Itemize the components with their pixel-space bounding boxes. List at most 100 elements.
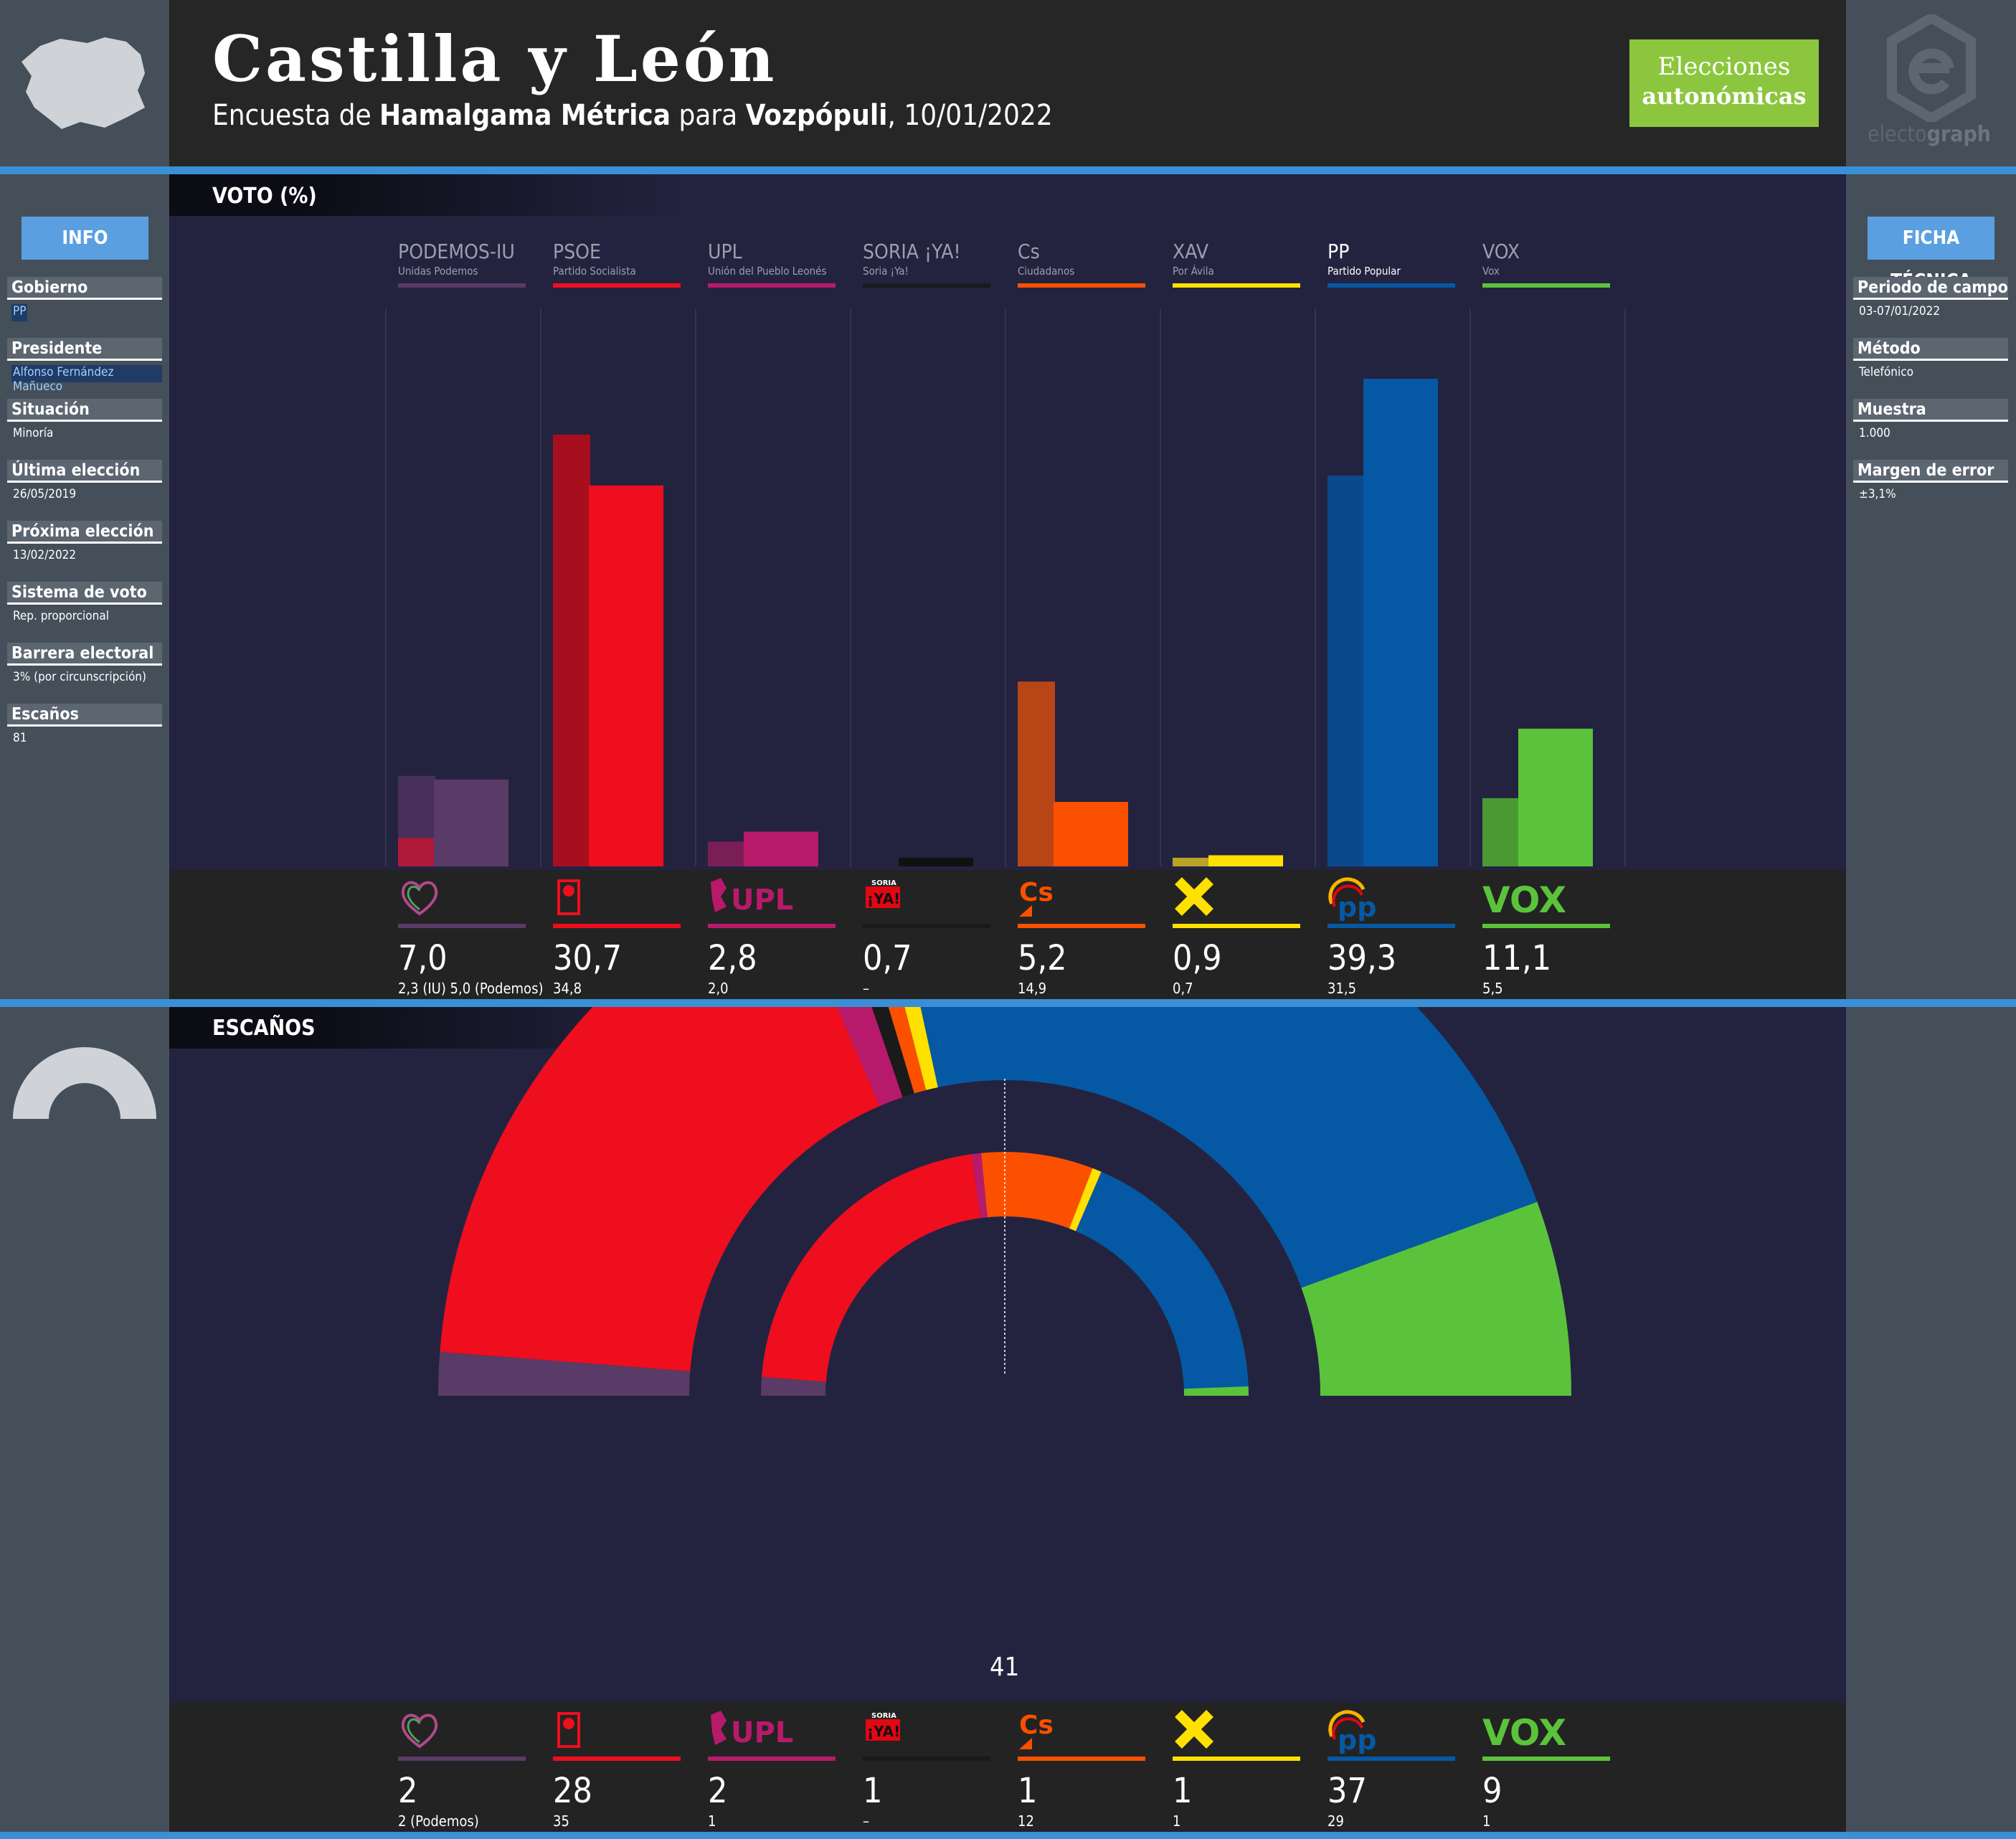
party-seats_prev-value: 35: [553, 1812, 569, 1830]
divider: [0, 999, 2016, 1007]
party-vote-cell: SORIA ¡YA! 0,7 –: [863, 875, 990, 997]
vote-values-strip: [169, 870, 1846, 999]
party-vote-value: 30,7: [553, 938, 623, 978]
info-item-label: Situación: [7, 399, 162, 422]
info-item: Gobierno PP: [7, 277, 162, 338]
info-item-label: Muestra: [1853, 399, 2008, 422]
svg-text:VOX: VOX: [1482, 879, 1566, 921]
party-vote-cell: VOX 11,1 5,5: [1482, 875, 1610, 997]
svg-text:pp: pp: [1338, 1724, 1376, 1754]
party-seats-value: 1: [863, 1771, 883, 1811]
party-vote_prev-value: 2,3 (IU) 5,0 (Podemos): [398, 980, 544, 997]
party-header-upl: UPL Unión del Pueblo Leonés: [708, 240, 836, 288]
page-subtitle: Encuesta de Hamalgama Métrica para Vozpó…: [212, 99, 1053, 132]
seats-hemicycle-chart: [438, 1007, 1571, 1396]
svg-text:SORIA: SORIA: [871, 879, 896, 887]
seat-arc-poll-soria: [871, 1007, 914, 1097]
party-color-line: [1328, 283, 1455, 288]
vote-bar-chart: [385, 308, 1626, 866]
party-vote_prev-value: 14,9: [1018, 980, 1047, 997]
party-color-line: [398, 283, 526, 288]
party-vote-value: 7,0: [398, 938, 448, 978]
party-color-line: [708, 1757, 836, 1761]
party-color-line: [553, 924, 681, 928]
divider: [0, 166, 2016, 174]
media-outlet: Vozpópuli: [745, 99, 888, 132]
party-name: PSOE: [553, 240, 601, 263]
ficha-tecnica-button[interactable]: FICHA TÉCNICA: [1868, 217, 1994, 292]
soria-ya-icon: SORIA ¡YA!: [866, 1712, 900, 1741]
bar-previous-vox: [1482, 798, 1520, 866]
party-seats-cell: 28 35: [553, 1708, 681, 1830]
pp-logo-icon: pp: [1328, 1710, 1376, 1756]
party-header-xav: XAV Por Ávila: [1173, 240, 1300, 288]
info-item-value: 81: [13, 731, 27, 745]
seat-arc-poll-pp: [920, 1007, 1538, 1288]
seats-section-title: ESCAÑOS: [212, 1016, 316, 1041]
seat-arc-previous-psoe: [762, 1154, 981, 1382]
party-fullname: Partido Popular: [1328, 265, 1401, 278]
total-seats-value: 81: [68, 1090, 101, 1120]
info-item: Escaños 81: [7, 704, 162, 765]
party-color-line: [1328, 924, 1455, 928]
seat-arc-poll-psoe: [440, 1007, 880, 1371]
party-color-line: [863, 283, 990, 288]
party-fullname: Por Ávila: [1173, 265, 1214, 278]
seat-arc-poll-upl: [837, 1007, 903, 1106]
bar-previous-pp: [1328, 476, 1365, 866]
party-header-psoe: PSOE Partido Socialista: [553, 240, 681, 288]
party-color-line: [708, 924, 836, 928]
party-color-line: [1482, 1757, 1610, 1761]
info-item: Sistema de voto Rep. proporcional: [7, 582, 162, 643]
party-seats_prev-value: 29: [1328, 1812, 1344, 1830]
info-item: Margen de error ±3,1%: [1853, 460, 2008, 521]
party-vote-cell: 7,0 2,3 (IU) 5,0 (Podemos): [398, 875, 544, 997]
svg-text:pp: pp: [1338, 892, 1376, 921]
svg-text:Cs: Cs: [1019, 1711, 1054, 1740]
party-header-soria: SORIA ¡YA! Soria ¡Ya!: [863, 240, 990, 288]
party-fullname: Unión del Pueblo Leonés: [708, 265, 827, 278]
party-fullname: Unidas Podemos: [398, 265, 478, 278]
party-color-line: [553, 283, 681, 288]
seat-arc-poll-cs: [888, 1007, 927, 1094]
party-fullname: Vox: [1482, 265, 1500, 278]
info-item-value: PP: [11, 304, 28, 321]
party-seats_prev-value: 1: [1482, 1812, 1491, 1830]
info-item-value: 13/02/2022: [13, 548, 77, 562]
info-item-value: ±3,1%: [1859, 487, 1896, 501]
info-list: Gobierno PP Presidente Alfonso Fernández Ma…: [7, 277, 162, 765]
party-seats-cell: VOX 9 1: [1482, 1708, 1610, 1830]
party-name: UPL: [708, 240, 742, 263]
party-vote-cell: Cs 5,2 14,9: [1018, 875, 1145, 997]
party-vote_prev-value: 34,8: [553, 980, 582, 997]
party-name: PP: [1328, 240, 1350, 263]
party-header-cs: Cs Ciudadanos: [1018, 240, 1145, 288]
party-vote-cell: 0,9 0,7: [1173, 875, 1300, 997]
seat-arc-previous-podemos-iu: [761, 1376, 826, 1396]
party-header-pp: PP Partido Popular: [1328, 240, 1455, 288]
info-item-label: Periodo de campo: [1853, 277, 2008, 300]
xav-cross-icon: [1175, 877, 1213, 916]
bar-previous-xav: [1173, 857, 1210, 866]
info-item: Método Telefónico: [1853, 338, 2008, 399]
svg-text:Cs: Cs: [1019, 878, 1054, 907]
seat-arc-previous-upl: [971, 1153, 988, 1219]
party-vote-cell: 30,7 34,8: [553, 875, 681, 997]
seat-values-strip: [169, 1703, 1846, 1832]
xav-cross-icon: [1175, 1710, 1213, 1749]
party-vote_prev-value: 0,7: [1173, 980, 1193, 997]
party-name: Cs: [1018, 240, 1040, 263]
party-color-line: [1018, 924, 1145, 928]
podemos-heart-icon: [401, 881, 438, 916]
info-button[interactable]: INFO: [22, 217, 148, 260]
info-item-value: 03-07/01/2022: [1859, 304, 1941, 318]
bar-poll-cs: [1054, 802, 1128, 866]
seat-arc-previous-pp: [1076, 1171, 1249, 1389]
party-color-line: [863, 1757, 990, 1761]
party-seats-value: 28: [553, 1771, 592, 1811]
party-color-line: [1482, 924, 1610, 928]
info-item-value: 26/05/2019: [13, 487, 77, 501]
party-vote-cell: pp 39,3 31,5: [1328, 875, 1455, 997]
info-item-label: Barrera electoral: [7, 643, 162, 666]
ficha-list: Periodo de campo 03-07/01/2022 Método Telef…: [1853, 277, 2008, 521]
